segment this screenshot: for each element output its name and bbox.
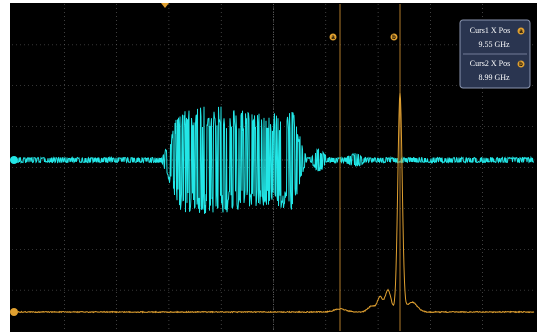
readout-label: Curs2 X Pos bbox=[470, 59, 510, 68]
readout-label: Curs1 X Pos bbox=[470, 26, 510, 35]
cursor-b-marker bbox=[390, 33, 398, 41]
math-marker bbox=[10, 308, 18, 316]
channel1-trace bbox=[15, 106, 535, 214]
cursor-b-label: b bbox=[392, 35, 396, 41]
readout-icon-label: a bbox=[519, 29, 523, 35]
cursor-a-label: a bbox=[331, 35, 335, 41]
readout-icon-label: b bbox=[519, 62, 523, 68]
math-trace bbox=[15, 92, 535, 314]
readout-value: 9.55 GHz bbox=[478, 40, 510, 49]
cursor-readout: Curs1 X Pos a 9.55 GHz Curs2 X Pos b 8.9… bbox=[459, 19, 531, 89]
cursor-a-marker bbox=[329, 33, 337, 41]
readout-value: 8.99 GHz bbox=[478, 73, 510, 82]
readout-icon bbox=[517, 60, 525, 68]
channel1-marker bbox=[10, 156, 18, 164]
readout-icon bbox=[517, 27, 525, 35]
trigger-position-marker bbox=[161, 3, 169, 8]
